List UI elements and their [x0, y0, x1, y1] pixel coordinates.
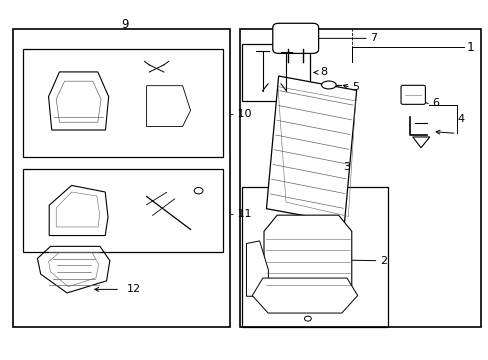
Text: 8: 8 — [320, 67, 326, 77]
FancyBboxPatch shape — [400, 85, 425, 104]
Bar — [22, 49, 222, 157]
Text: 12: 12 — [126, 284, 141, 294]
Text: 4: 4 — [457, 114, 464, 124]
Polygon shape — [266, 76, 356, 223]
Bar — [13, 30, 229, 327]
Polygon shape — [252, 278, 357, 313]
Bar — [239, 30, 480, 327]
Circle shape — [304, 316, 311, 321]
Circle shape — [194, 188, 203, 194]
Text: 1: 1 — [466, 41, 473, 54]
Text: - 10: - 10 — [229, 109, 251, 119]
Text: 5: 5 — [351, 82, 358, 93]
Text: 7: 7 — [369, 33, 377, 43]
Text: 3: 3 — [342, 162, 349, 172]
Ellipse shape — [321, 81, 335, 89]
Text: 2: 2 — [379, 256, 386, 266]
Text: 9: 9 — [121, 18, 128, 31]
Polygon shape — [246, 241, 268, 296]
FancyBboxPatch shape — [272, 23, 318, 53]
Text: 6: 6 — [431, 98, 438, 108]
Bar — [22, 169, 222, 252]
Bar — [242, 44, 310, 101]
Polygon shape — [264, 215, 351, 296]
Bar — [242, 187, 387, 327]
Text: - 11: - 11 — [229, 209, 251, 219]
